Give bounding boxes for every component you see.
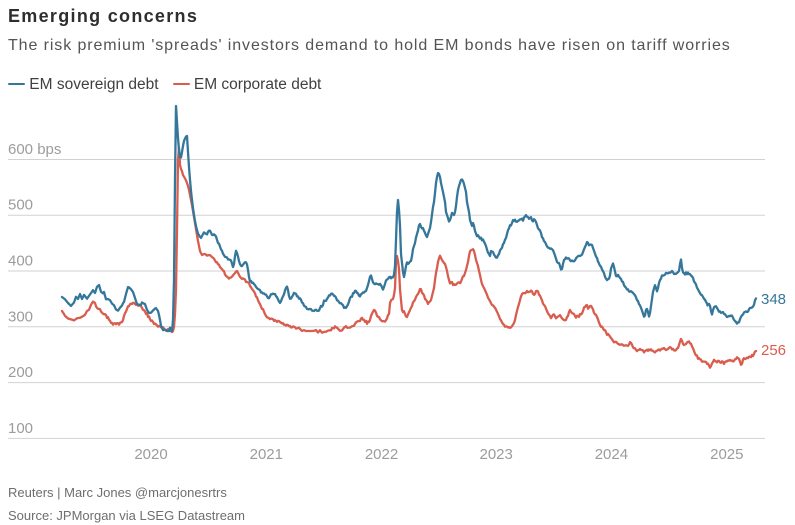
svg-text:2024: 2024 [595, 446, 628, 463]
svg-text:256: 256 [761, 342, 786, 359]
svg-text:2022: 2022 [365, 446, 398, 463]
svg-text:300: 300 [8, 308, 33, 325]
svg-text:2021: 2021 [250, 446, 283, 463]
svg-text:600 bps: 600 bps [8, 141, 61, 158]
svg-text:400: 400 [8, 253, 33, 270]
svg-text:2023: 2023 [480, 446, 513, 463]
svg-text:100: 100 [8, 420, 33, 437]
svg-text:2020: 2020 [134, 446, 167, 463]
svg-text:2025: 2025 [710, 446, 743, 463]
svg-text:348: 348 [761, 291, 786, 308]
svg-text:500: 500 [8, 197, 33, 214]
svg-text:200: 200 [8, 364, 33, 381]
